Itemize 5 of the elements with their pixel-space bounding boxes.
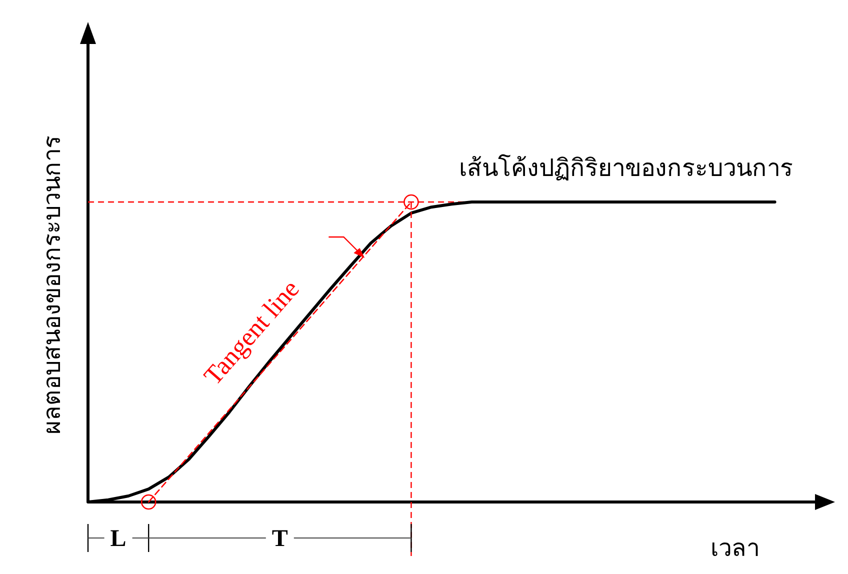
y-axis-title: ผลตอบสนองของกระบวนการ <box>38 136 66 434</box>
text: T <box>272 526 288 552</box>
x-axis-title: เวลา <box>710 534 760 562</box>
series-label: เส้นโค้งปฏิกิริยาของกระบวนการ <box>458 154 793 182</box>
text: L <box>110 526 126 552</box>
